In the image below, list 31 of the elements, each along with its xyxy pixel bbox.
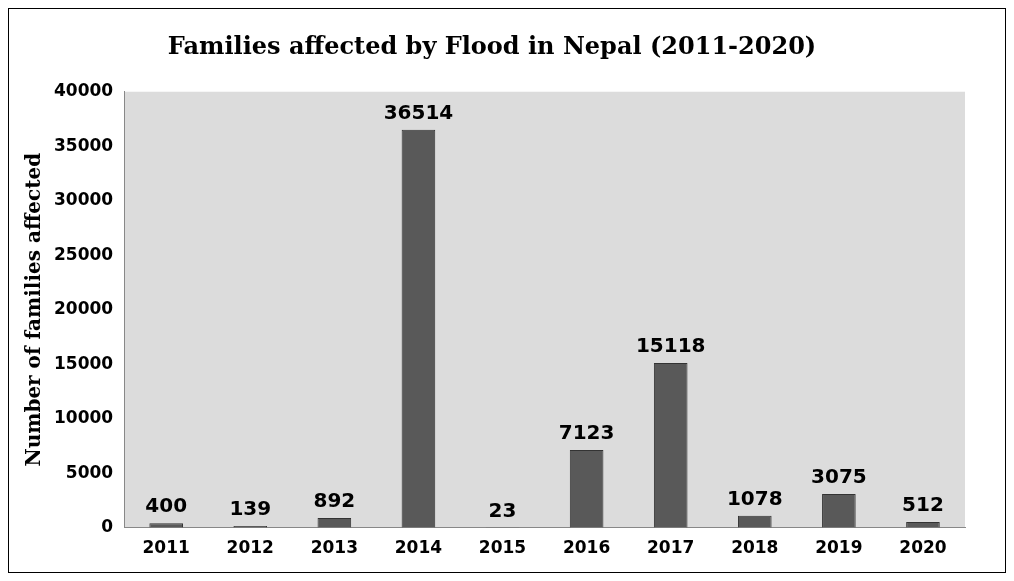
y-tick-label: 15000	[53, 352, 114, 373]
x-tick-label: 2012	[226, 537, 274, 558]
data-label: 139	[229, 496, 272, 521]
data-label: 23	[488, 497, 517, 522]
y-tick-label: 40000	[53, 80, 114, 101]
data-label: 7123	[558, 420, 615, 445]
data-label: 512	[902, 492, 944, 517]
x-tick-label: 2018	[731, 537, 779, 558]
x-tick-label: 2020	[899, 537, 947, 558]
data-label: 892	[313, 488, 356, 513]
y-tick-label: 35000	[53, 134, 114, 155]
x-tick-label: 2011	[142, 537, 190, 558]
data-label: 36514	[383, 99, 454, 124]
y-tick-label: 20000	[53, 298, 114, 319]
x-tick-label: 2013	[310, 537, 359, 558]
y-tick-label: 5000	[65, 461, 114, 482]
x-tick-label: 2019	[815, 537, 863, 558]
chart-title: Families affected by Flood in Nepal (2011-2020)	[167, 30, 817, 60]
x-tick-label: 2014	[394, 537, 443, 558]
y-tick-label: 0	[101, 516, 114, 537]
data-label: 3075	[811, 464, 867, 489]
x-tick-label: 2016	[562, 537, 611, 558]
x-tick-label: 2015	[478, 537, 527, 558]
data-label: 400	[145, 493, 188, 518]
y-tick-label: 25000	[53, 243, 114, 264]
x-tick-label: 2017	[647, 537, 695, 558]
y-tick-label: 30000	[53, 189, 114, 210]
data-label: 1078	[726, 486, 783, 511]
data-label: 15118	[635, 333, 706, 358]
y-axis-title: Number of families affected	[21, 152, 46, 467]
y-tick-label: 10000	[53, 407, 114, 428]
